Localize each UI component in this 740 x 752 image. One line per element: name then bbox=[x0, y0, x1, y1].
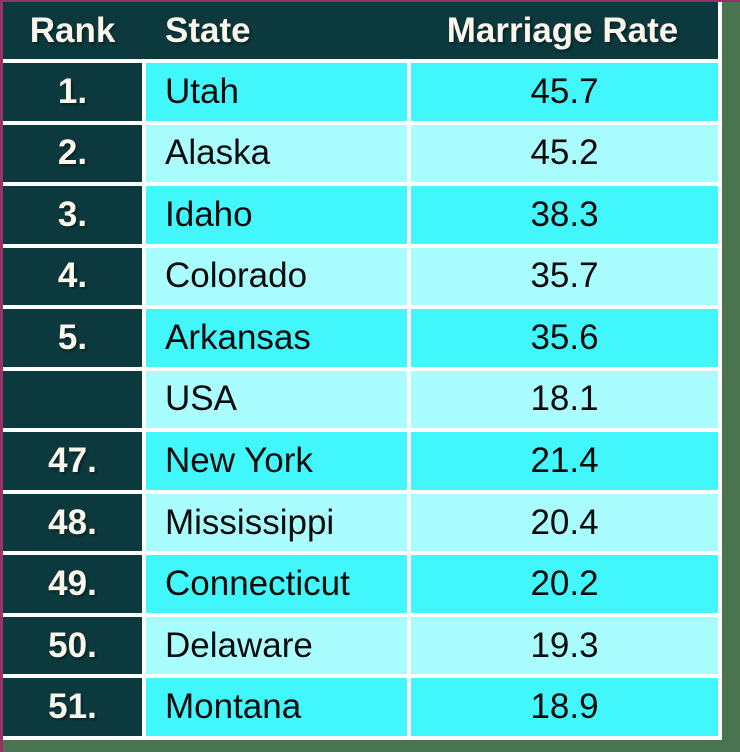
rank-cell: 51. bbox=[3, 678, 142, 736]
rate-cell: 20.4 bbox=[411, 493, 718, 552]
rank-cell: 47. bbox=[3, 432, 142, 490]
rate-cell: 38.3 bbox=[411, 186, 718, 244]
rank-cell: 50. bbox=[3, 616, 142, 675]
rank-cell bbox=[3, 370, 142, 429]
header-rank: Rank bbox=[29, 10, 116, 50]
marriage-rate-table: Rank State Marriage Rate 1. Utah 45.7 2.… bbox=[3, 2, 722, 740]
rate-cell: 20.2 bbox=[411, 555, 718, 613]
rate-cell: 35.7 bbox=[411, 247, 718, 306]
rank-cell: 5. bbox=[3, 309, 142, 367]
rate-cell: 45.2 bbox=[411, 124, 718, 183]
header-marriage-rate: Marriage Rate bbox=[446, 10, 679, 50]
rank-cell: 49. bbox=[3, 555, 142, 613]
state-cell: Delaware bbox=[146, 616, 407, 675]
state-cell: New York bbox=[146, 432, 407, 490]
state-cell: Montana bbox=[146, 678, 407, 736]
rate-cell: 21.4 bbox=[411, 432, 718, 490]
state-cell: Idaho bbox=[146, 186, 407, 244]
table-header-row: Rank State Marriage Rate bbox=[3, 2, 718, 59]
state-cell: USA bbox=[146, 370, 407, 429]
rank-cell: 4. bbox=[3, 247, 142, 306]
rank-cell: 2. bbox=[3, 124, 142, 183]
state-cell: Connecticut bbox=[146, 555, 407, 613]
rate-cell: 18.9 bbox=[411, 678, 718, 736]
state-cell: Arkansas bbox=[146, 309, 407, 367]
state-cell: Alaska bbox=[146, 124, 407, 183]
rate-cell: 19.3 bbox=[411, 616, 718, 675]
rank-cell: 48. bbox=[3, 493, 142, 552]
header-state: State bbox=[165, 10, 251, 50]
rank-cell: 3. bbox=[3, 186, 142, 244]
rank-cell: 1. bbox=[3, 63, 142, 121]
rate-cell: 18.1 bbox=[411, 370, 718, 429]
state-cell: Utah bbox=[146, 63, 407, 121]
rate-cell: 45.7 bbox=[411, 63, 718, 121]
state-cell: Colorado bbox=[146, 247, 407, 306]
rate-cell: 35.6 bbox=[411, 309, 718, 367]
state-cell: Mississippi bbox=[146, 493, 407, 552]
